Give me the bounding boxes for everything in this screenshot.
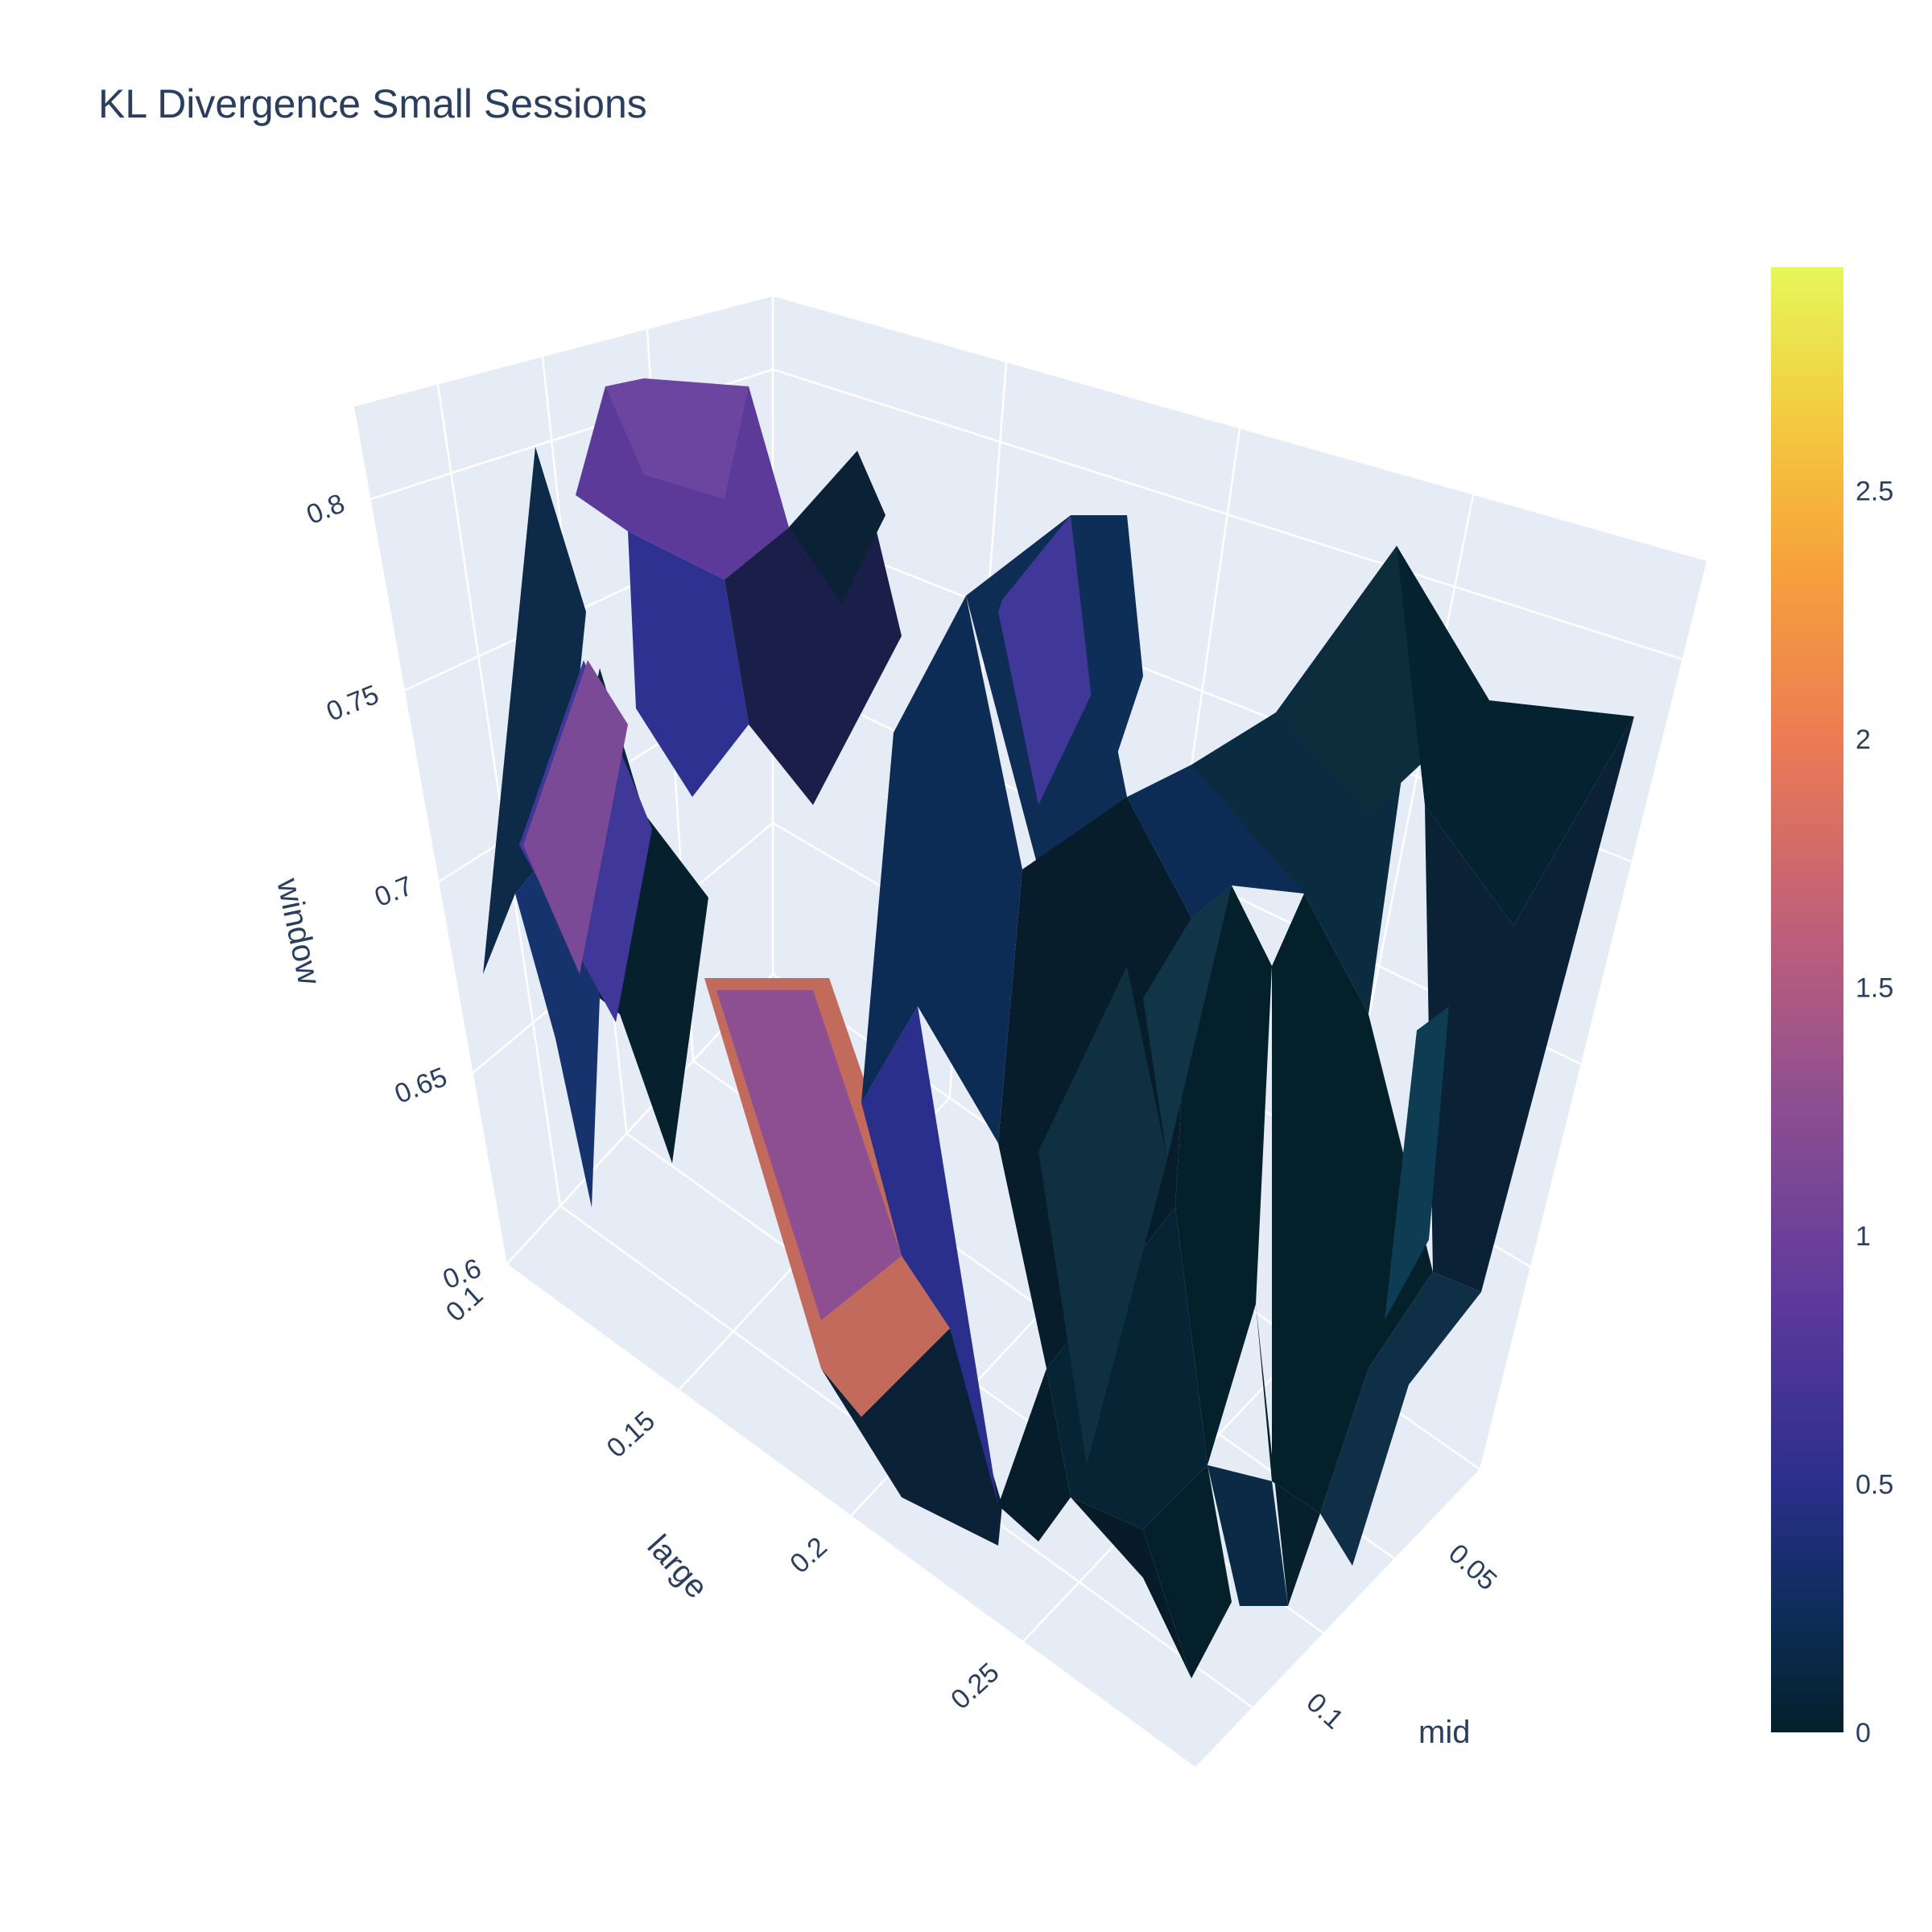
z-axis-label: window [270, 874, 327, 988]
y-tick-label: 0.1 [1301, 1687, 1350, 1736]
z-tick-label: 0.7 [370, 870, 417, 913]
surface-facet[interactable] [1397, 546, 1634, 926]
colorbar-tick-label: 1 [1856, 1221, 1871, 1252]
z-tick-label: 0.75 [322, 679, 383, 728]
surface-facet[interactable] [861, 1006, 998, 1505]
surface-facet[interactable] [1256, 1304, 1320, 1606]
surface-facet[interactable] [1038, 966, 1167, 1465]
colorbar: 0 0.5 1 1.5 2 2.5 [1771, 267, 1893, 1748]
surface-facet[interactable] [523, 660, 628, 974]
surface-facet[interactable] [1425, 716, 1634, 1292]
surface-facet[interactable] [1071, 1497, 1191, 1678]
surface-facet[interactable] [1385, 1006, 1449, 1320]
surface-facet[interactable] [1143, 886, 1232, 1159]
surface-facet[interactable] [789, 451, 886, 604]
surface-facet[interactable] [1071, 515, 1143, 797]
y-tick-label: 0.05 [1443, 1538, 1503, 1597]
colorbar-tick-label: 0 [1856, 1718, 1871, 1748]
colorbar-tick-label: 2 [1856, 724, 1871, 755]
colorbar-tick-label: 2.5 [1856, 477, 1893, 507]
colorbar-tick-label: 0.5 [1856, 1470, 1893, 1501]
surface-facet[interactable] [821, 1328, 1002, 1546]
y-axis-label: mid [1418, 1715, 1470, 1750]
x-tick-label: 0.15 [601, 1406, 661, 1464]
surface-facet[interactable] [628, 531, 749, 797]
surface-facet[interactable] [1320, 1272, 1481, 1566]
surface-facet[interactable] [605, 378, 749, 499]
surface-facet[interactable] [998, 1368, 1071, 1542]
colorbar-ticks: 0 0.5 1 1.5 2 2.5 [1856, 477, 1893, 1748]
colorbar-gradient [1771, 267, 1843, 1732]
z-tick-label: 0.65 [390, 1062, 452, 1110]
x-tick-label: 0.25 [945, 1657, 1005, 1715]
x-axis-label: large [641, 1529, 715, 1606]
surface-facet[interactable] [483, 447, 586, 974]
colorbar-tick-label: 1.5 [1856, 973, 1893, 1004]
surface-facet[interactable] [1208, 1465, 1288, 1606]
surface-facet[interactable] [1143, 1465, 1232, 1678]
surface-facet[interactable] [1175, 886, 1272, 1465]
chart-title: KL Divergence Small Sessions [98, 81, 647, 126]
x-tick-label: 0.2 [784, 1531, 833, 1579]
z-tick-label: 0.8 [302, 488, 349, 530]
surface-facet[interactable] [861, 596, 1022, 1143]
surface[interactable] [483, 378, 1634, 1678]
surface-facet[interactable] [716, 990, 902, 1320]
surface-facet[interactable] [1272, 894, 1433, 1513]
